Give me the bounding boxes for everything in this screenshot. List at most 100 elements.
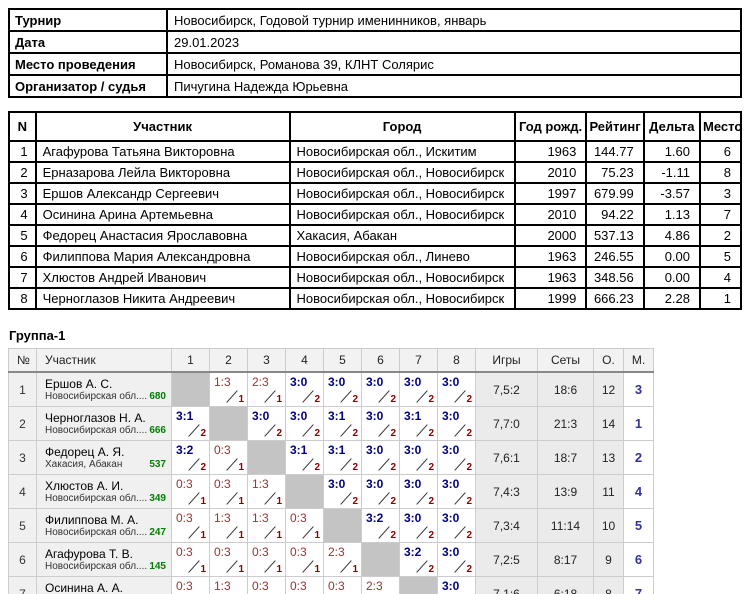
- participant-rating: 666.23: [585, 287, 645, 310]
- match-points: 2: [352, 462, 358, 473]
- self-match-cell: [209, 406, 248, 441]
- win-score: 3:0: [290, 409, 308, 423]
- match-score-cell: 3:0 2: [361, 474, 400, 509]
- participant-delta: 0.00: [642, 266, 702, 289]
- score-slash-divider: [416, 424, 428, 437]
- games-summary: 7,1:6: [475, 576, 538, 594]
- group-col-header: 2: [209, 348, 248, 373]
- score-slash-divider: [340, 560, 352, 573]
- group-player-cell: Агафурова Т. В. Новосибирская обл.... 145: [36, 542, 172, 577]
- match-score-cell: 3:0 2: [399, 440, 438, 475]
- participant-delta: 0.00: [642, 245, 702, 268]
- group-col-header: 3: [247, 348, 286, 373]
- match-points: 1: [200, 530, 206, 541]
- win-score: 3:0: [442, 511, 460, 525]
- score-slash-divider: [302, 560, 314, 573]
- loss-score: 0:3: [328, 579, 345, 593]
- win-score: 3:1: [328, 443, 346, 457]
- score-slash-divider: [378, 526, 390, 539]
- win-score: 3:0: [442, 579, 460, 593]
- group-row: 2 Черноглазов Н. А. Новосибирская обл.... 6…: [8, 406, 654, 441]
- match-points: 1: [352, 564, 358, 575]
- match-score-cell: 3:2 2: [361, 508, 400, 543]
- win-score: 3:1: [176, 409, 194, 423]
- win-score: 3:0: [442, 375, 460, 389]
- score-slash-divider: [264, 390, 276, 403]
- group-col-header: 6: [361, 348, 400, 373]
- games-summary: 7,3:4: [475, 508, 538, 543]
- match-score-cell: 3:1 2: [323, 406, 362, 441]
- group-player-cell: Ершов А. С. Новосибирская обл.... 680: [36, 371, 172, 407]
- participants-col-header: Год рожд.: [513, 111, 588, 142]
- points-total: 10: [593, 508, 624, 543]
- score-slash-divider: [264, 492, 276, 505]
- loss-score: 0:3: [252, 579, 269, 593]
- group-col-header: О.: [593, 348, 624, 373]
- match-score-cell: 3:2 2: [399, 542, 438, 577]
- info-label: Дата: [8, 30, 168, 54]
- loss-score: 1:3: [214, 511, 231, 525]
- participant-birth-year: 1963: [513, 140, 588, 163]
- loss-score: 0:3: [214, 545, 231, 559]
- group-row: 1 Ершов А. С. Новосибирская обл.... 680 1:3 1…: [8, 371, 654, 407]
- final-place: 5: [623, 508, 654, 543]
- player-subline: Новосибирская обл.... 349: [45, 493, 166, 505]
- participants-col-header: Участник: [34, 111, 291, 142]
- participant-city: Новосибирская обл., Искитим: [288, 140, 516, 163]
- final-place: 4: [623, 474, 654, 509]
- match-score-cell: 3:0 2: [437, 440, 476, 475]
- player-region: Новосибирская обл....: [45, 424, 148, 436]
- group-col-header: М.: [623, 348, 654, 373]
- participants-table: N Участник Город Год рожд. Рейтинг Дельта Мест…: [8, 111, 742, 310]
- final-place: 7: [623, 576, 654, 594]
- participant-delta: 2.28: [642, 287, 702, 310]
- match-points: 1: [238, 564, 244, 575]
- match-points: 2: [200, 428, 206, 439]
- win-score: 3:0: [366, 477, 384, 491]
- participant-row: 1 Агафурова Татьяна Викторовна Новосибирск…: [8, 140, 742, 163]
- player-rating: 680: [149, 390, 166, 402]
- participant-name: Ершов Александр Сергеевич: [34, 182, 291, 205]
- loss-score: 0:3: [252, 545, 269, 559]
- player-short-name: Федорец А. Я.: [45, 444, 125, 459]
- match-score-cell: 3:0 2: [285, 406, 324, 441]
- group-player-cell: Федорец А. Я. Хакасия, Абакан 537: [36, 440, 172, 475]
- score-slash-divider: [188, 526, 200, 539]
- match-points: 2: [200, 462, 206, 473]
- score-slash-divider: [378, 424, 390, 437]
- match-score-cell: 0:31: [247, 576, 286, 594]
- match-score-cell: 3:0 2: [437, 406, 476, 441]
- match-score-cell: 3:0 2: [437, 371, 476, 407]
- participant-city: Новосибирская обл., Новосибирск: [288, 266, 516, 289]
- group-col-header: 8: [437, 348, 476, 373]
- games-summary: 7,6:1: [475, 440, 538, 475]
- participant-delta: 1.13: [642, 203, 702, 226]
- win-score: 3:0: [404, 375, 422, 389]
- final-place: 2: [623, 440, 654, 475]
- participant-city: Новосибирская обл., Новосибирск: [288, 203, 516, 226]
- match-score-cell: 3:0 2: [285, 371, 324, 407]
- info-value: Новосибирск, Романова 39, КЛНТ Солярис: [166, 52, 742, 76]
- match-score-cell: 1:31: [209, 576, 248, 594]
- loss-score: 0:3: [290, 579, 307, 593]
- tournament-info-table: Турнир Новосибирск, Годовой турнир именин…: [8, 8, 742, 98]
- score-slash-divider: [302, 458, 314, 471]
- match-score-cell: 2:31: [361, 576, 400, 594]
- score-slash-divider: [416, 390, 428, 403]
- group-col-header: Участник: [36, 348, 172, 373]
- player-region: Новосибирская обл....: [45, 492, 148, 504]
- win-score: 3:0: [404, 443, 422, 457]
- match-points: 2: [352, 394, 358, 405]
- info-row: Турнир Новосибирск, Годовой турнир именин…: [8, 8, 742, 32]
- score-slash-divider: [454, 492, 466, 505]
- self-match-cell: [247, 440, 286, 475]
- info-row: Организатор / судья Пичугина Надежда Юрье…: [8, 74, 742, 98]
- win-score: 3:0: [290, 375, 308, 389]
- match-score-cell: 3:0 2: [437, 474, 476, 509]
